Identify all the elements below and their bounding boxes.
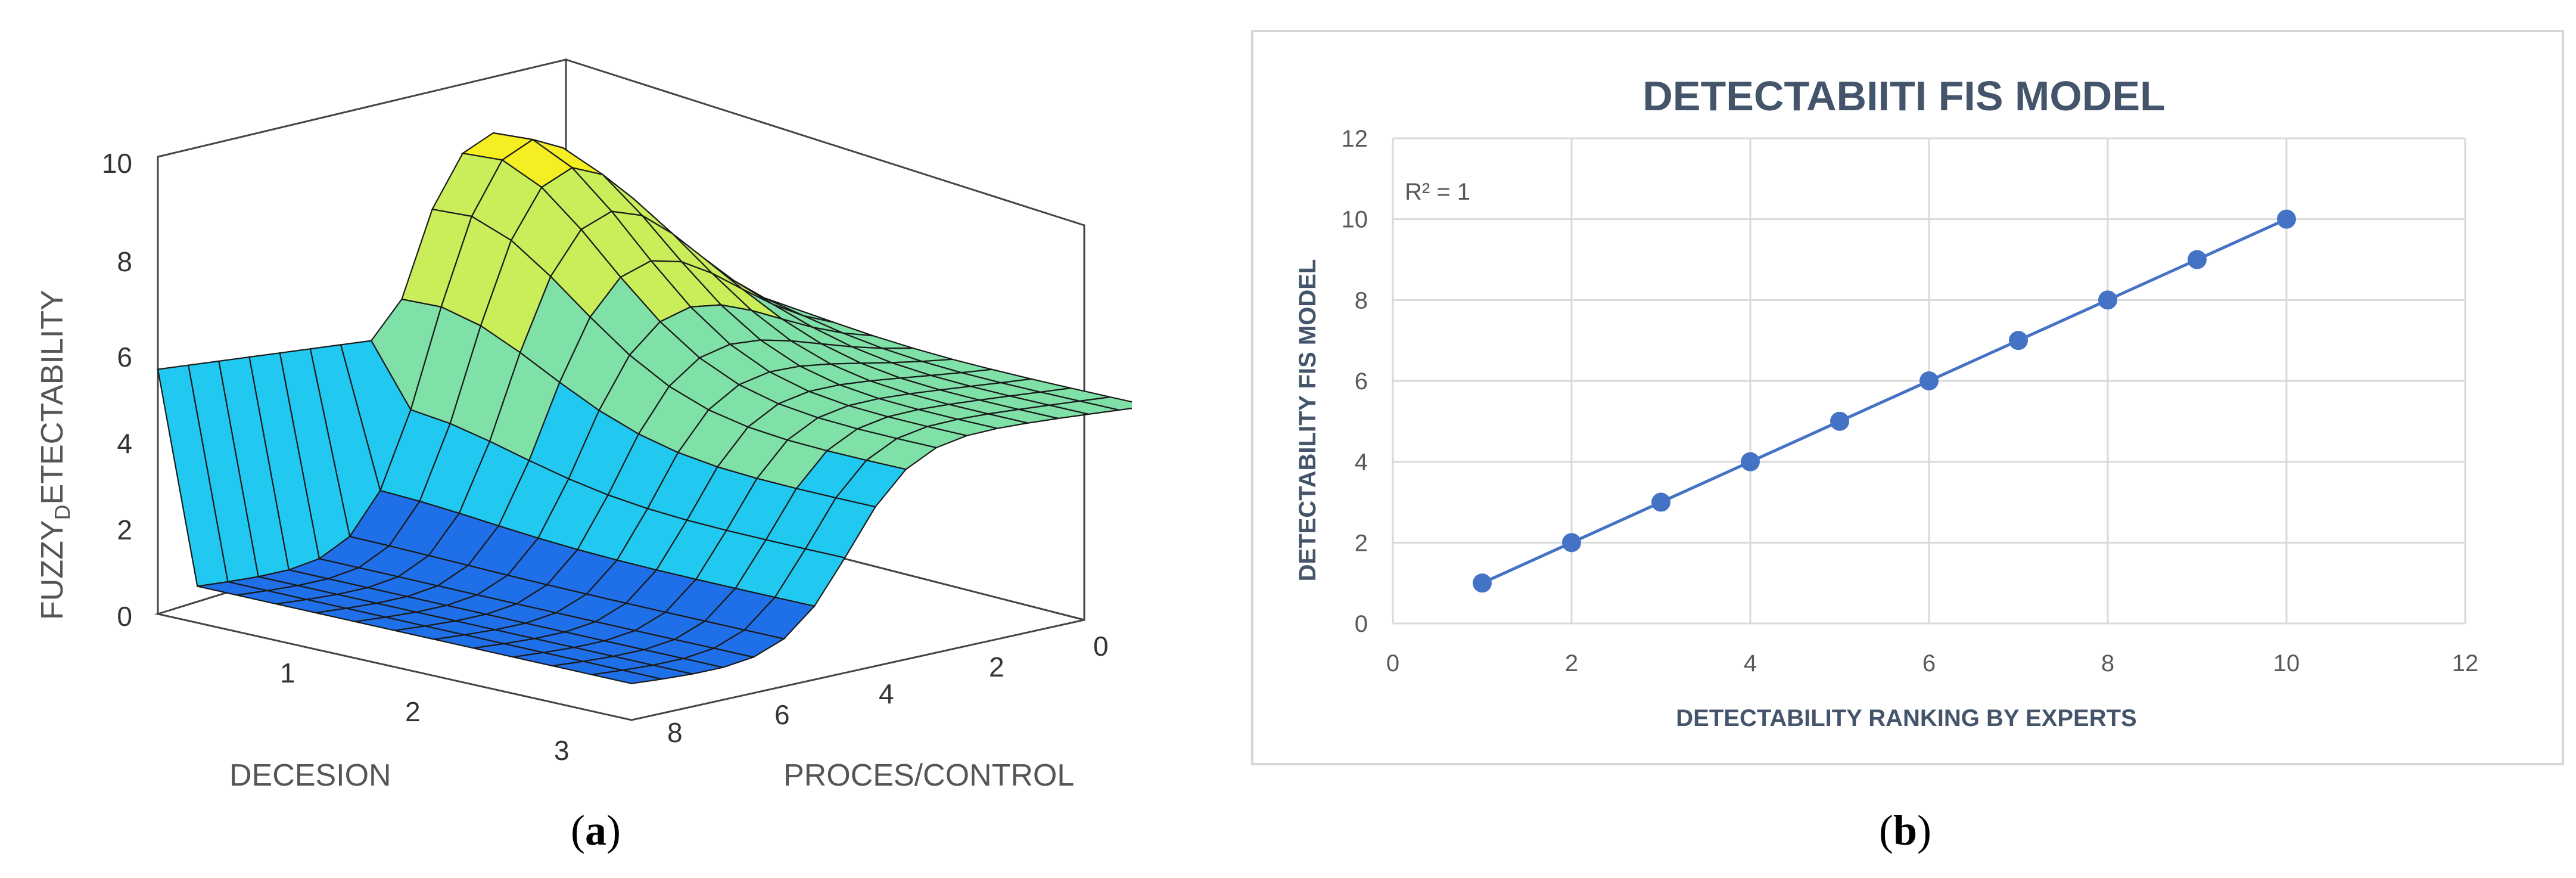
- y-tick: 4: [879, 678, 894, 709]
- x-tick-label: 0: [1386, 650, 1399, 677]
- chart-frame: [1251, 30, 2564, 765]
- z-tick: 6: [117, 342, 132, 373]
- x-tick-label: 10: [2273, 650, 2300, 677]
- data-point: [1830, 411, 1849, 431]
- z-tick: 4: [117, 428, 132, 459]
- x-tick: 2: [405, 696, 421, 727]
- z-tick: 8: [117, 246, 132, 277]
- data-point: [1741, 452, 1760, 471]
- x-tick-label: 4: [1744, 650, 1757, 677]
- y-axis-ticks: 8 6 4 2 0: [667, 631, 1109, 748]
- y-tick-label: 0: [1355, 611, 1368, 637]
- x-axis-label: DECESION: [229, 758, 391, 793]
- y-tick-label: 4: [1355, 449, 1368, 476]
- surface-mesh: [157, 132, 1132, 684]
- y-tick: 6: [774, 699, 790, 730]
- scatter-chart: DETECTABIITI FIS MODEL 0 2 4 6 8 10 12 0 2 4 6 8 10…: [1251, 30, 2564, 765]
- x-tick-label: 8: [2101, 650, 2114, 677]
- surface-chart: 0 2 4 6 8 10 FUZZYDETECTABILITY 1 2 3 DE…: [35, 58, 1132, 793]
- y-tick-label: 10: [1342, 207, 1368, 233]
- z-axis-label: FUZZYDETECTABILITY: [35, 290, 74, 620]
- x-axis-ticks: 1 2 3: [280, 657, 570, 766]
- data-point: [1919, 371, 1939, 390]
- y-tick-label: 6: [1355, 368, 1368, 395]
- chart-title: DETECTABIITI FIS MODEL: [1642, 73, 2166, 119]
- data-point: [2188, 250, 2207, 269]
- data-point: [2098, 290, 2117, 310]
- panel-a-label: (a): [571, 806, 621, 854]
- y-axis-label: DETECTABILITY FIS MODEL: [1295, 259, 1321, 582]
- data-point: [2009, 331, 2028, 350]
- data-point: [1651, 492, 1670, 512]
- y-axis-ticks: 0 2 4 6 8 10 12: [1342, 126, 1368, 637]
- y-tick: 8: [667, 717, 683, 748]
- z-tick: 10: [102, 148, 132, 179]
- z-tick: 0: [117, 601, 132, 632]
- data-point: [1562, 533, 1581, 553]
- x-axis-label: DETECTABILITY RANKING BY EXPERTS: [1676, 705, 2136, 731]
- z-tick: 2: [117, 514, 132, 545]
- y-tick-label: 2: [1355, 530, 1368, 556]
- y-tick: 0: [1093, 631, 1109, 662]
- y-axis-label: PROCES/CONTROL: [783, 758, 1074, 793]
- data-point: [1473, 573, 1492, 593]
- trendline: [1481, 218, 2288, 585]
- data-points: [1473, 209, 2296, 593]
- x-tick-label: 12: [2452, 650, 2479, 677]
- surface-cell: [592, 669, 662, 684]
- panel-b-label: (b): [1878, 806, 1932, 854]
- x-tick-label: 2: [1565, 650, 1578, 677]
- x-tick: 1: [280, 657, 295, 688]
- x-tick-label: 6: [1922, 650, 1936, 677]
- y-tick-label: 8: [1355, 287, 1368, 314]
- data-point: [2277, 209, 2296, 229]
- y-tick-label: 12: [1342, 126, 1368, 152]
- z-axis-ticks: 0 2 4 6 8 10: [102, 148, 132, 632]
- x-axis-ticks: 0 2 4 6 8 10 12: [1386, 650, 2478, 677]
- y-tick: 2: [989, 651, 1004, 682]
- r-squared-annotation: R² = 1: [1405, 179, 1470, 205]
- x-tick: 3: [554, 735, 570, 766]
